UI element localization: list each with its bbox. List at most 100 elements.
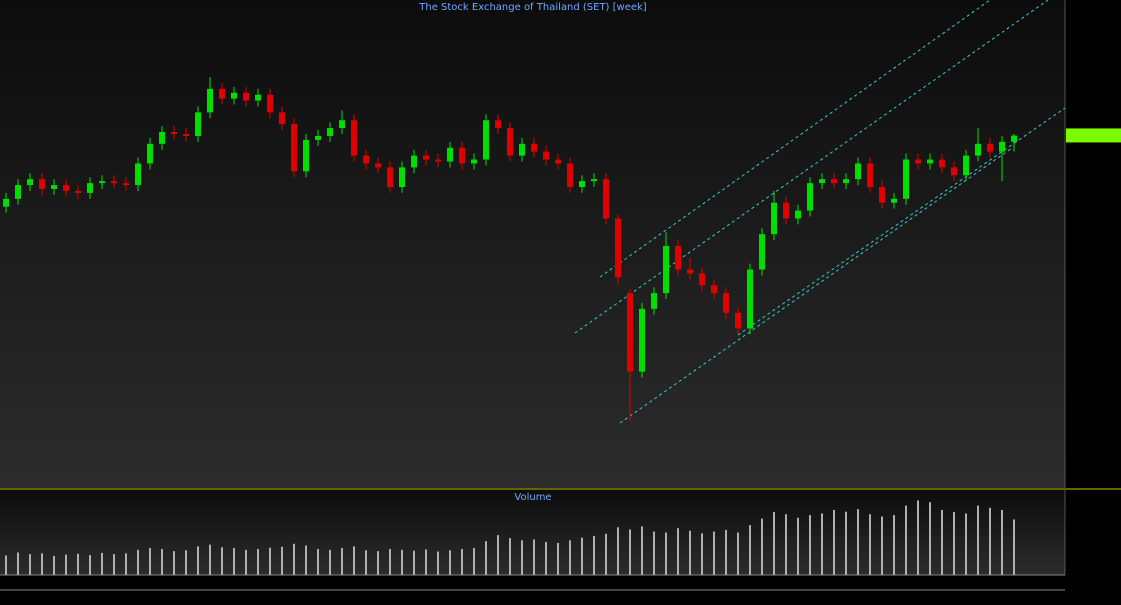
volume-bar bbox=[881, 516, 883, 575]
candle-body bbox=[951, 167, 957, 176]
volume-bar bbox=[797, 517, 799, 575]
volume-bar bbox=[209, 544, 211, 575]
volume-bar bbox=[161, 548, 163, 575]
volume-bar bbox=[41, 553, 43, 575]
candle-body bbox=[867, 163, 873, 188]
candle-body bbox=[855, 163, 861, 180]
candle-body bbox=[543, 151, 549, 160]
volume-bar bbox=[1013, 519, 1015, 575]
candle-body bbox=[687, 269, 693, 274]
volume-bar bbox=[821, 513, 823, 575]
candle-body bbox=[423, 155, 429, 160]
volume-bar bbox=[197, 546, 199, 575]
volume-bar bbox=[905, 505, 907, 575]
candle-body bbox=[135, 163, 141, 186]
volume-bar bbox=[833, 509, 835, 575]
candle-body bbox=[147, 143, 153, 164]
candle-body bbox=[843, 179, 849, 184]
candle-body bbox=[183, 133, 189, 136]
marks bbox=[3, 77, 1121, 575]
candle-body bbox=[339, 120, 345, 129]
volume-bar bbox=[857, 509, 859, 575]
candle-body bbox=[327, 128, 333, 136]
volume-bar bbox=[509, 538, 511, 575]
volume-bar bbox=[593, 535, 595, 575]
candle-body bbox=[495, 120, 501, 129]
candle-body bbox=[171, 132, 177, 134]
volume-bar bbox=[653, 531, 655, 575]
volume-bar bbox=[329, 549, 331, 575]
volume-bar bbox=[1001, 509, 1003, 575]
candle-body bbox=[243, 92, 249, 101]
candle-body bbox=[51, 185, 57, 189]
volume-bar bbox=[581, 537, 583, 575]
volume-bar bbox=[953, 512, 955, 575]
candle-body bbox=[3, 198, 9, 207]
volume-bar bbox=[353, 546, 355, 575]
trend-channel bbox=[574, 0, 1066, 424]
candle-body bbox=[807, 183, 813, 211]
volume-bar bbox=[389, 548, 391, 575]
volume-bar bbox=[725, 529, 727, 575]
candle-body bbox=[507, 128, 513, 156]
candle-body bbox=[531, 143, 537, 152]
candle-body bbox=[39, 179, 45, 189]
candle-body bbox=[663, 245, 669, 294]
volume-bar bbox=[917, 500, 919, 575]
candle-body bbox=[387, 167, 393, 188]
volume-bar bbox=[257, 548, 259, 575]
volume-bar bbox=[401, 549, 403, 575]
volume-bar bbox=[173, 551, 175, 575]
volume-bar bbox=[737, 532, 739, 575]
volume-bar bbox=[65, 554, 67, 575]
channel-line bbox=[574, 0, 1049, 334]
volume-bar bbox=[533, 539, 535, 575]
volume-bar bbox=[77, 553, 79, 575]
candle-body bbox=[723, 293, 729, 313]
volume-bar bbox=[641, 526, 643, 575]
candle-body bbox=[579, 181, 585, 188]
channel-line bbox=[737, 107, 1066, 336]
candle-body bbox=[591, 179, 597, 182]
volume-bar bbox=[113, 554, 115, 575]
volume-bar bbox=[305, 545, 307, 575]
volume-bar bbox=[317, 548, 319, 575]
volume-bar bbox=[785, 514, 787, 575]
axis-strip bbox=[1065, 0, 1121, 605]
volume-bar bbox=[377, 551, 379, 575]
volume-bar bbox=[293, 543, 295, 575]
candle-body bbox=[459, 147, 465, 164]
candle-body bbox=[567, 163, 573, 188]
candle-body bbox=[483, 120, 489, 160]
volume-bar bbox=[137, 549, 139, 575]
candle-body bbox=[999, 141, 1005, 152]
candle-body bbox=[699, 273, 705, 286]
volume-bar bbox=[761, 518, 763, 575]
price-panel bbox=[0, 0, 1065, 488]
volume-bar bbox=[185, 550, 187, 575]
volume-bar bbox=[545, 542, 547, 575]
candle-body bbox=[447, 147, 453, 162]
volume-bar bbox=[473, 548, 475, 575]
volume-bar bbox=[89, 555, 91, 575]
candle-body bbox=[27, 179, 33, 186]
volume-bar bbox=[893, 515, 895, 575]
volume-bar bbox=[965, 513, 967, 575]
volume-bar bbox=[869, 514, 871, 575]
candle-body bbox=[603, 179, 609, 219]
candle-body bbox=[219, 88, 225, 99]
volume-bar bbox=[665, 532, 667, 575]
volume-bar bbox=[449, 550, 451, 575]
volume-bar bbox=[29, 554, 31, 575]
candle-body bbox=[915, 159, 921, 164]
candle-body bbox=[987, 143, 993, 152]
volume-bar bbox=[605, 533, 607, 575]
chart-title: The Stock Exchange of Thailand (SET) [we… bbox=[418, 2, 647, 13]
candle-body bbox=[831, 179, 837, 184]
last-price-box bbox=[1066, 128, 1121, 143]
candle-body bbox=[363, 155, 369, 164]
volume-bar bbox=[437, 551, 439, 575]
volume-bar bbox=[5, 555, 7, 575]
candle-body bbox=[783, 202, 789, 219]
